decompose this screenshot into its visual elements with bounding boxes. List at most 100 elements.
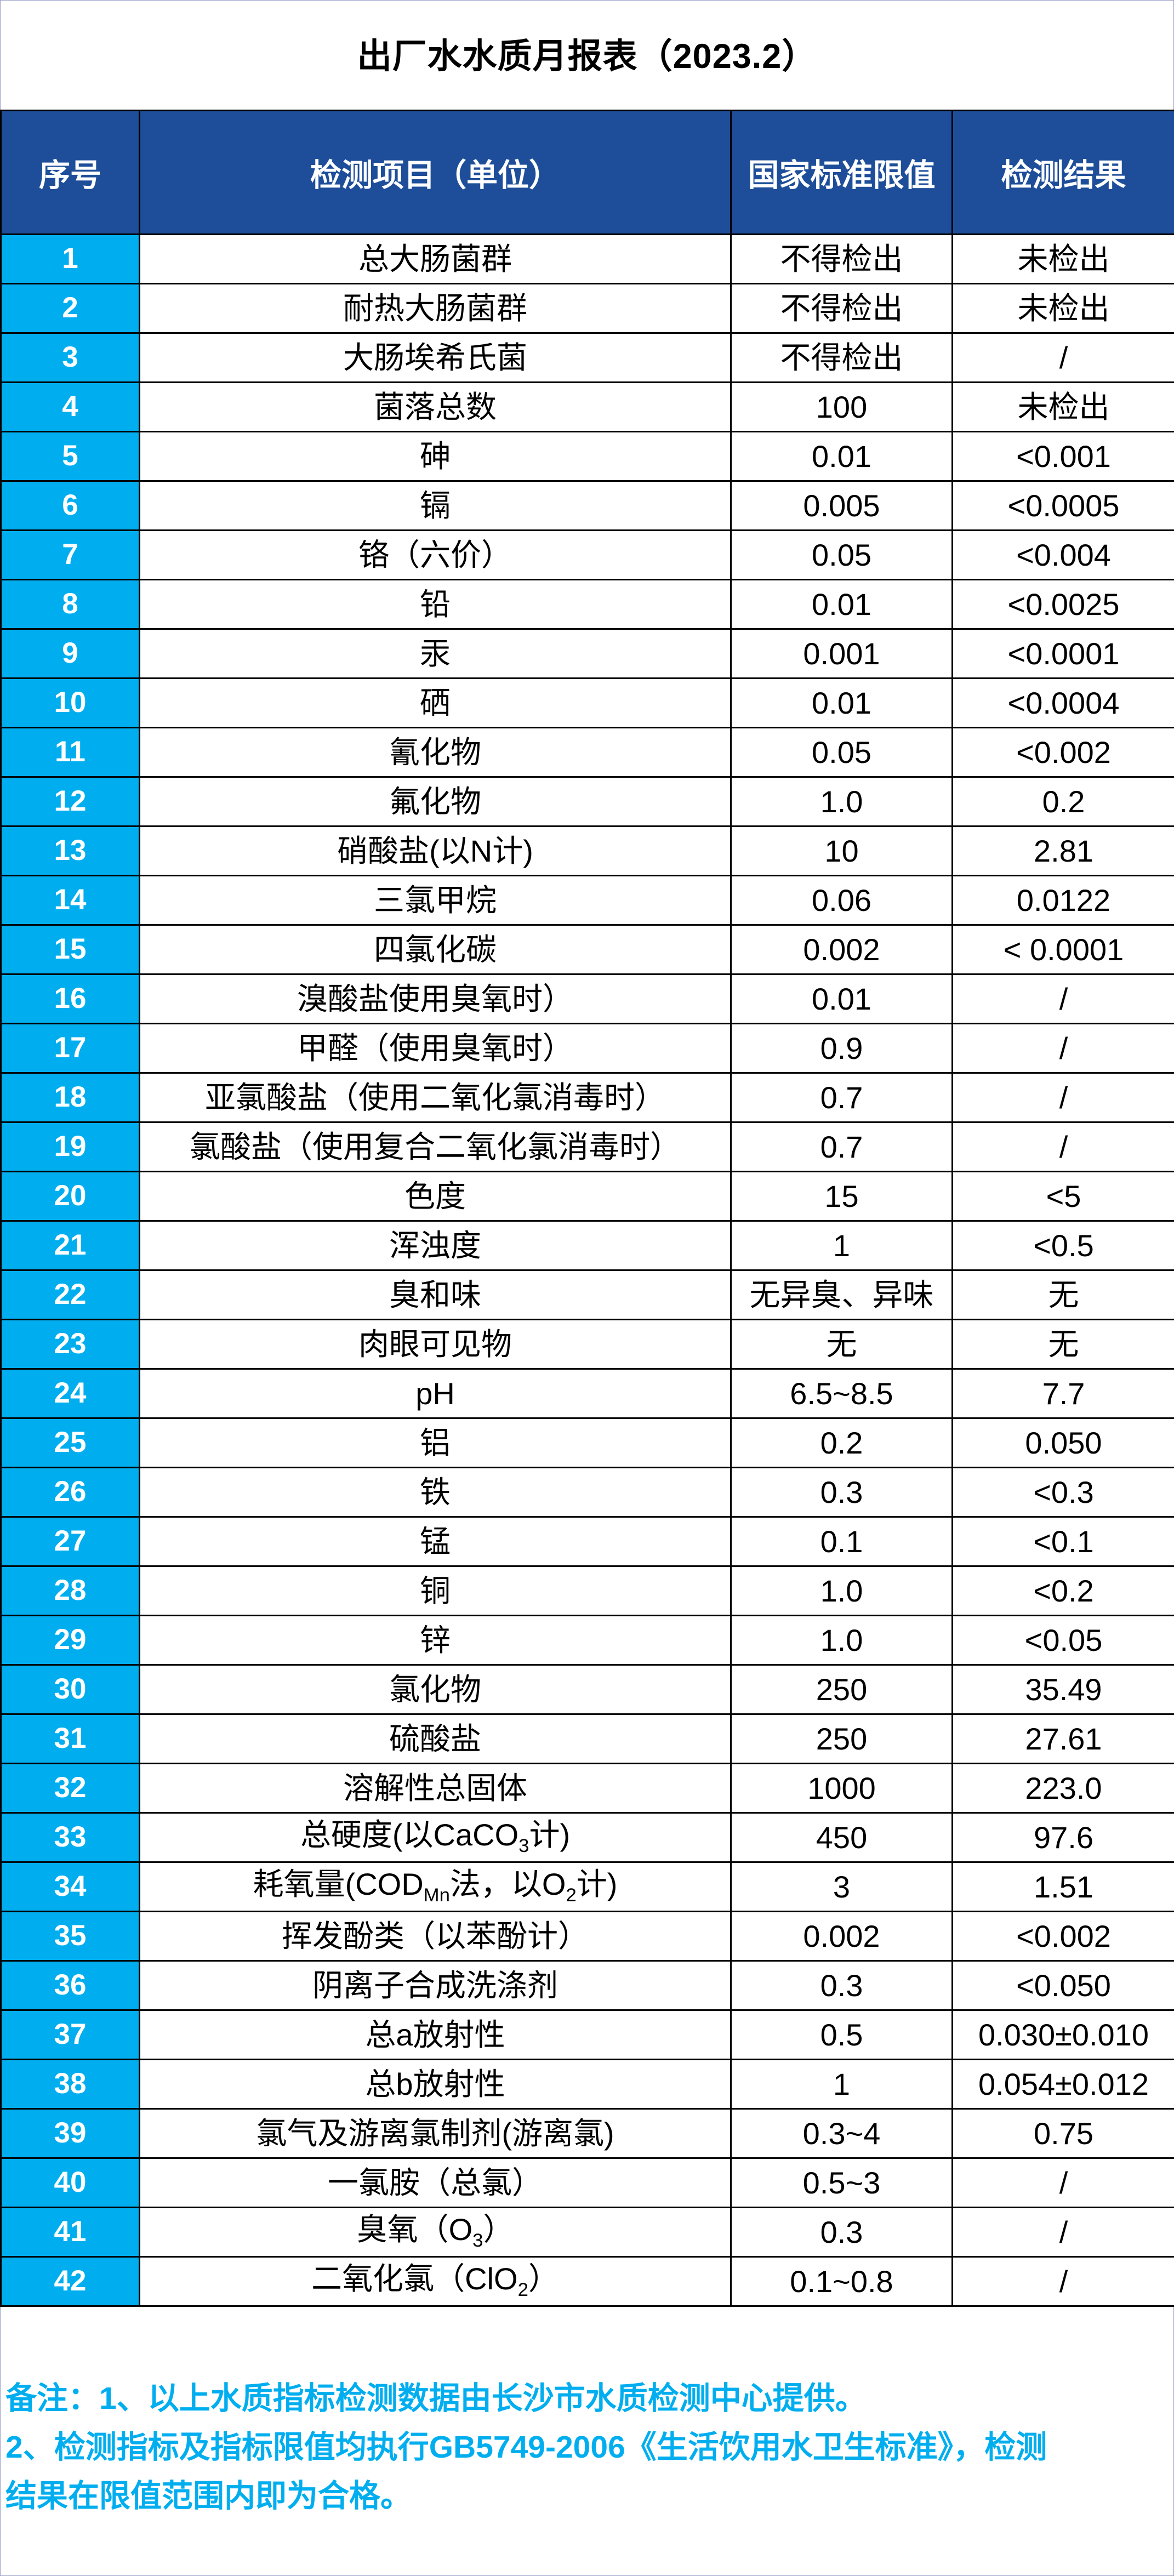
page-title: 出厂水水质月报表（2023.2） <box>357 37 817 76</box>
limit-cell: 250 <box>730 1664 953 1715</box>
item-cell: 四氯化碳 <box>139 924 732 975</box>
row-number-cell: 23 <box>0 1319 140 1370</box>
result-cell: / <box>951 973 1174 1024</box>
limit-cell: 1 <box>730 2059 953 2110</box>
item-cell: 硫酸盐 <box>139 1713 732 1764</box>
item-cell: 锌 <box>139 1615 732 1666</box>
limit-cell: 0.3 <box>730 1467 953 1518</box>
row-number-cell: 16 <box>0 973 140 1024</box>
item-cell: 甲醛（使用臭氧时） <box>139 1023 732 1074</box>
row-number-cell: 37 <box>0 2009 140 2060</box>
table-row: 33 总硬度(以CaCO3计) 450 97.6 <box>0 1812 1174 1863</box>
table-row: 7 铬（六价） 0.05 <0.004 <box>0 529 1174 580</box>
limit-cell: 0.002 <box>730 1911 953 1962</box>
limit-cell: 0.01 <box>730 677 953 728</box>
table-row: 14 三氯甲烷 0.06 0.0122 <box>0 875 1174 926</box>
row-number-cell: 5 <box>0 431 140 482</box>
limit-cell: 不得检出 <box>730 283 953 334</box>
result-cell: 未检出 <box>951 283 1174 334</box>
table-row: 21 浑浊度 1 <0.5 <box>0 1220 1174 1271</box>
col-header-no: 序号 <box>0 110 140 235</box>
table-row: 29 锌 1.0 <0.05 <box>0 1615 1174 1666</box>
result-cell: <0.001 <box>951 431 1174 482</box>
result-cell: 0.2 <box>951 776 1174 827</box>
limit-cell: 15 <box>730 1171 953 1222</box>
result-cell: 0.050 <box>951 1417 1174 1468</box>
item-cell: 阴离子合成洗涤剂 <box>139 1960 732 2011</box>
limit-cell: 0.1~0.8 <box>730 2256 953 2307</box>
row-number-cell: 39 <box>0 2108 140 2159</box>
table-body: 1 总大肠菌群 不得检出 未检出 2 耐热大肠菌群 不得检出 未检出 3 大肠埃希氏菌 不得检出/4… <box>0 233 1174 2307</box>
limit-cell: 0.05 <box>730 529 953 580</box>
col-header-result: 检测结果 <box>951 110 1174 235</box>
limit-cell: 250 <box>730 1713 953 1764</box>
limit-cell: 0.7 <box>730 1072 953 1123</box>
item-cell: 总b放射性 <box>139 2059 732 2110</box>
result-cell: 0.0122 <box>951 875 1174 926</box>
limit-cell: 1.0 <box>730 776 953 827</box>
table-row: 31 硫酸盐 250 27.61 <box>0 1713 1174 1764</box>
table-row: 22 臭和味 无异臭、异味无 <box>0 1269 1174 1320</box>
result-cell: / <box>951 1023 1174 1074</box>
limit-cell: 1000 <box>730 1763 953 1814</box>
result-cell: <0.2 <box>951 1565 1174 1616</box>
water-quality-table: 序号 检测项目（单位） 国家标准限值 检测结果 1 总大肠菌群 不得检出 未检出 2 耐热… <box>0 110 1174 2307</box>
result-cell: <0.0004 <box>951 677 1174 728</box>
table-row: 24 pH 6.5~8.5 7.7 <box>0 1368 1174 1419</box>
result-cell: <0.0001 <box>951 628 1174 679</box>
item-cell: 色度 <box>139 1171 732 1222</box>
limit-cell: 1.0 <box>730 1615 953 1666</box>
item-cell: 氟化物 <box>139 776 732 827</box>
table-row: 39 氯气及游离氯制剂(游离氯) 0.3~4 0.75 <box>0 2108 1174 2159</box>
result-cell: 97.6 <box>951 1812 1174 1863</box>
result-cell: 未检出 <box>951 381 1174 432</box>
result-cell: 0.054±0.012 <box>951 2059 1174 2110</box>
table-row: 20 色度 15 <5 <box>0 1171 1174 1222</box>
limit-cell: 0.06 <box>730 875 953 926</box>
item-cell: 氯化物 <box>139 1664 732 1715</box>
item-cell: 肉眼可见物 <box>139 1319 732 1370</box>
item-cell: 铝 <box>139 1417 732 1468</box>
item-cell: 铬（六价） <box>139 529 732 580</box>
row-number-cell: 36 <box>0 1960 140 2011</box>
row-number-cell: 10 <box>0 677 140 728</box>
limit-cell: 0.001 <box>730 628 953 679</box>
result-cell: <0.002 <box>951 727 1174 778</box>
table-row: 16 溴酸盐使用臭氧时） 0.01/ <box>0 973 1174 1024</box>
item-cell: 浑浊度 <box>139 1220 732 1271</box>
result-cell: / <box>951 2256 1174 2307</box>
limit-cell: 0.01 <box>730 579 953 630</box>
item-cell: 硝酸盐(以N计) <box>139 825 732 876</box>
limit-cell: 100 <box>730 381 953 432</box>
row-number-cell: 26 <box>0 1467 140 1518</box>
row-number-cell: 33 <box>0 1812 140 1863</box>
result-cell: <5 <box>951 1171 1174 1222</box>
result-cell: <0.0025 <box>951 579 1174 630</box>
result-cell: <0.050 <box>951 1960 1174 2011</box>
table-row: 40 一氯胺（总氯） 0.5~3/ <box>0 2157 1174 2208</box>
item-cell: 溶解性总固体 <box>139 1763 732 1814</box>
limit-cell: 0.7 <box>730 1121 953 1172</box>
limit-cell: 0.9 <box>730 1023 953 1074</box>
item-cell: 镉 <box>139 480 732 531</box>
row-number-cell: 40 <box>0 2157 140 2208</box>
item-cell: 氯酸盐（使用复合二氧化氯消毒时） <box>139 1121 732 1172</box>
table-row: 30 氯化物 250 35.49 <box>0 1664 1174 1715</box>
table-row: 9 汞 0.001 <0.0001 <box>0 628 1174 679</box>
result-cell: 未检出 <box>951 233 1174 284</box>
item-cell: 铁 <box>139 1467 732 1518</box>
limit-cell: 3 <box>730 1861 953 1912</box>
row-number-cell: 34 <box>0 1861 140 1912</box>
row-number-cell: 41 <box>0 2207 140 2258</box>
table-row: 12 氟化物 1.0 0.2 <box>0 776 1174 827</box>
result-cell: / <box>951 1072 1174 1123</box>
item-cell: 臭氧（O3） <box>139 2207 732 2258</box>
result-cell: 0.030±0.010 <box>951 2009 1174 2060</box>
row-number-cell: 31 <box>0 1713 140 1764</box>
table-row: 23 肉眼可见物无无 <box>0 1319 1174 1370</box>
limit-cell: 1 <box>730 1220 953 1271</box>
row-number-cell: 42 <box>0 2256 140 2307</box>
result-cell: <0.3 <box>951 1467 1174 1518</box>
table-row: 2 耐热大肠菌群 不得检出 未检出 <box>0 283 1174 334</box>
table-row: 8 铅 0.01 <0.0025 <box>0 579 1174 630</box>
